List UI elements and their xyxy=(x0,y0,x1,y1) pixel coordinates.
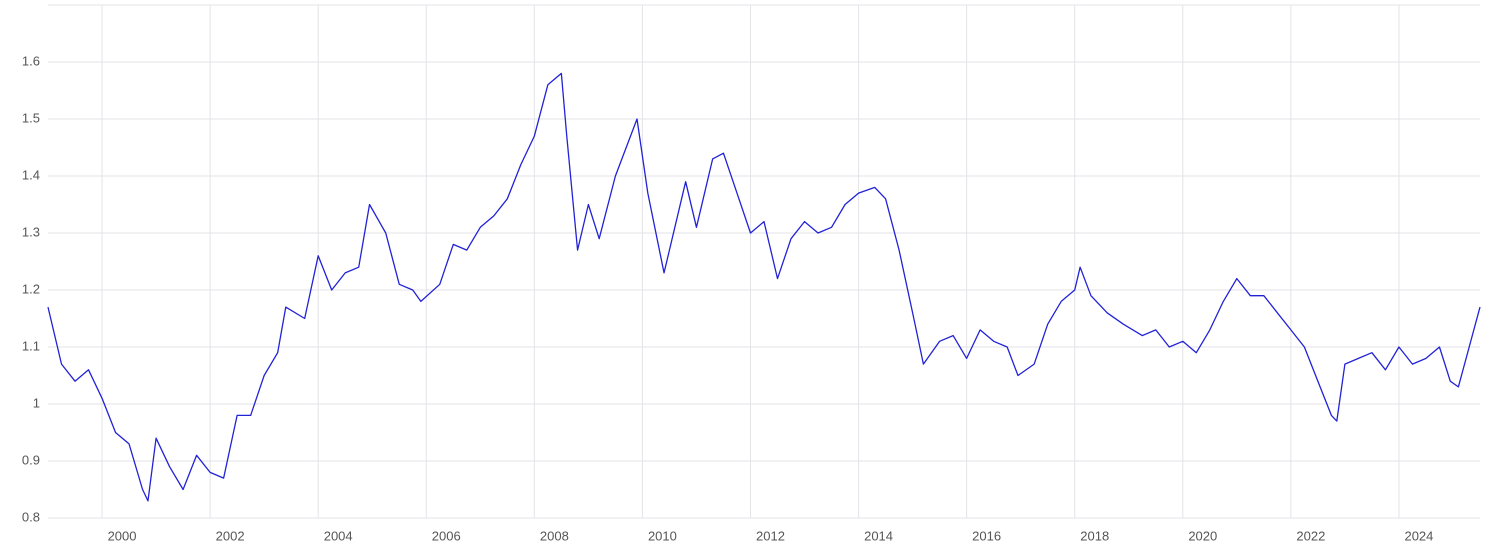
x-tick-label: 2020 xyxy=(1188,528,1217,543)
x-tick-label: 2016 xyxy=(972,528,1001,543)
y-tick-label: 1.6 xyxy=(22,53,40,68)
x-tick-label: 2024 xyxy=(1404,528,1433,543)
y-tick-label: 1.1 xyxy=(22,338,40,353)
x-tick-label: 2000 xyxy=(108,528,137,543)
y-tick-label: 1.3 xyxy=(22,224,40,239)
x-tick-label: 2022 xyxy=(1296,528,1325,543)
x-tick-label: 2014 xyxy=(864,528,893,543)
data-line xyxy=(47,72,1481,502)
x-tick-label: 2018 xyxy=(1080,528,1109,543)
y-tick-label: 0.9 xyxy=(22,452,40,467)
y-tick-label: 1.4 xyxy=(22,167,40,182)
x-tick-label: 2002 xyxy=(216,528,245,543)
x-tick-label: 2010 xyxy=(648,528,677,543)
x-tick-label: 2004 xyxy=(324,528,353,543)
y-tick-label: 1.5 xyxy=(22,110,40,125)
x-tick-label: 2008 xyxy=(540,528,569,543)
y-tick-label: 1 xyxy=(33,395,40,410)
y-tick-label: 1.2 xyxy=(22,281,40,296)
x-tick-label: 2006 xyxy=(432,528,461,543)
y-tick-label: 0.8 xyxy=(22,509,40,524)
x-tick-label: 2012 xyxy=(756,528,785,543)
